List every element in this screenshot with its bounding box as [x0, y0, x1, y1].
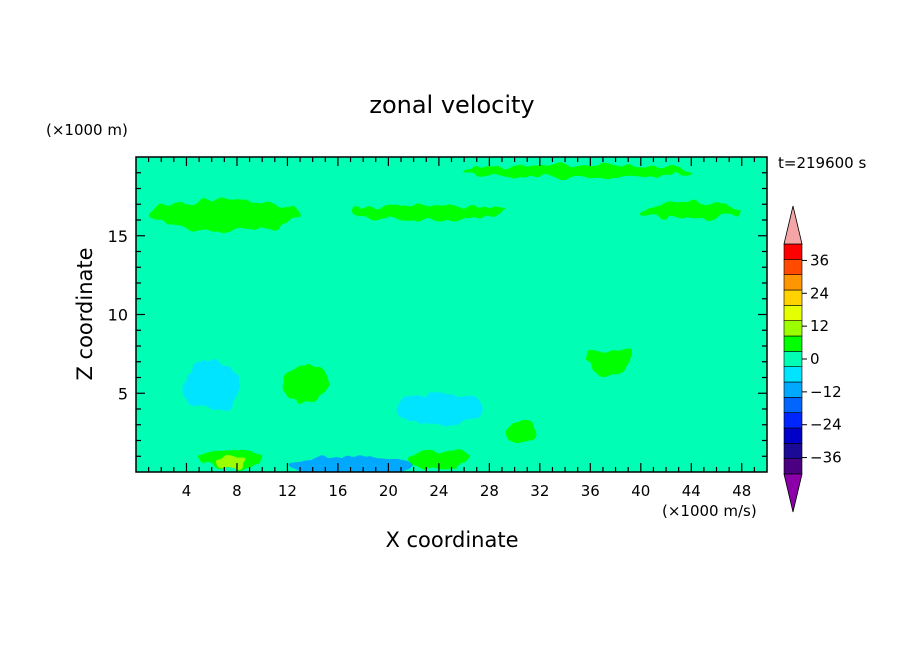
heatmap-field [136, 157, 767, 472]
colorbar-swatch [783, 397, 803, 413]
heatmap-region-19 [640, 202, 742, 219]
heatmap-region-7 [407, 449, 471, 469]
y-tick-label: 10 [108, 306, 128, 325]
x-tick-label: 48 [732, 482, 751, 500]
heatmap-region-14 [691, 416, 767, 449]
x-tick-label: 4 [182, 482, 192, 500]
x-axis-label: X coordinate [385, 528, 518, 552]
x-tick-label: 44 [682, 482, 701, 500]
colorbar-swatch [783, 305, 803, 321]
y-tick-label: 5 [118, 384, 128, 403]
colorbar-tick-label: 0 [810, 350, 820, 368]
x-unit-label: (×1000 m/s) [662, 502, 757, 520]
colorbar-tick-label: 24 [810, 284, 829, 302]
colorbar-swatch [783, 274, 803, 291]
colorbar-over-arrow [783, 205, 803, 245]
colorbar: 36 24 12 0 −12 −24 −36 [783, 205, 842, 513]
colorbar-tick-label: 36 [810, 251, 829, 269]
heatmap-region-9 [505, 420, 537, 443]
colorbar-swatch [783, 351, 803, 367]
x-tick-label: 28 [480, 482, 499, 500]
colorbar-swatch [783, 427, 803, 444]
x-tick-label: 12 [278, 482, 297, 500]
colorbar-swatch [783, 320, 803, 337]
heatmap-region-24 [394, 393, 484, 425]
colorbar-swatch [783, 289, 803, 306]
colorbar-swatch [783, 412, 803, 429]
y-axis: 5 10 15 [108, 172, 767, 457]
heatmap-region-18 [350, 204, 502, 220]
colorbar-swatch [783, 443, 803, 459]
y-tick-label: 15 [108, 227, 128, 246]
y-axis-label: Z coordinate [73, 247, 97, 380]
colorbar-swatch [783, 458, 803, 475]
colorbar-swatch [783, 259, 803, 275]
heatmap-region-3 [215, 456, 246, 469]
colorbar-swatch [783, 243, 803, 260]
x-tick-label: 36 [581, 482, 600, 500]
colorbar-tick-label: −12 [810, 383, 842, 401]
x-tick-label: 40 [631, 482, 650, 500]
heatmap-region-23 [183, 360, 240, 411]
heatmap-region-17 [148, 199, 301, 232]
x-axis: 4 8 12 16 20 24 28 32 36 40 44 48 [148, 157, 755, 500]
x-tick-label: 32 [530, 482, 549, 500]
heatmap-region-12 [602, 380, 667, 422]
x-tick-label: 24 [429, 482, 448, 500]
heatmap-region-13 [672, 390, 736, 419]
colorbar-swatch [783, 335, 803, 352]
y-unit-label: (×1000 m) [46, 121, 128, 139]
heatmap-region-5 [283, 364, 330, 403]
chart-title: zonal velocity [369, 91, 534, 119]
heatmap-region-15 [136, 300, 767, 354]
colorbar-tick-label: −36 [810, 449, 842, 467]
heatmap-region-21 [464, 164, 692, 178]
x-tick-label: 20 [379, 482, 398, 500]
colorbar-tick-label: −24 [810, 416, 842, 434]
time-label: t=219600 s [778, 154, 866, 172]
colorbar-swatch [783, 366, 803, 383]
heatmap-region-20 [136, 160, 767, 186]
heatmap-region-22 [287, 456, 414, 472]
x-tick-label: 16 [328, 482, 347, 500]
x-tick-label: 8 [232, 482, 242, 500]
heatmap-region-16 [136, 194, 767, 246]
colorbar-tick-label: 12 [810, 317, 829, 335]
colorbar-under-arrow [783, 473, 803, 513]
colorbar-swatch [783, 381, 803, 398]
